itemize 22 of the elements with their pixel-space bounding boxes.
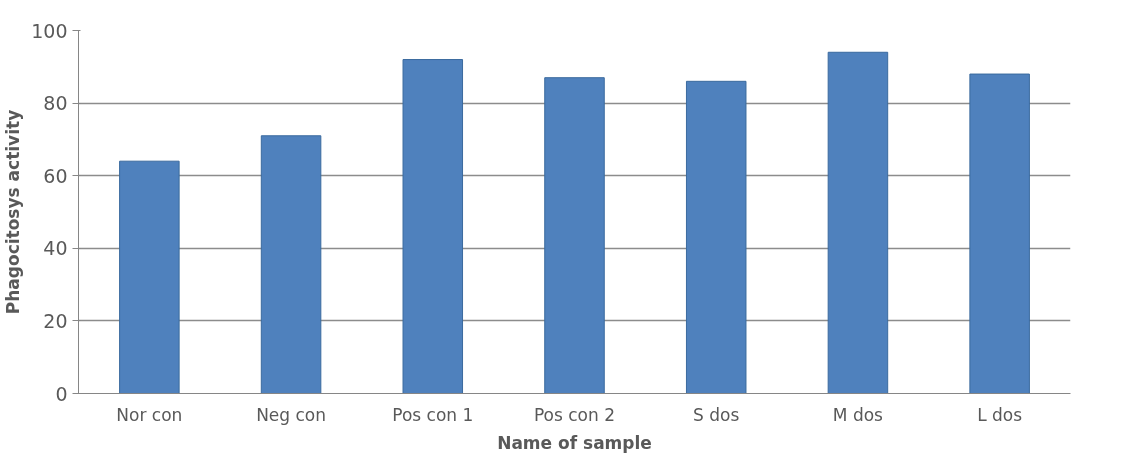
y-tick-label: 100 [31,19,68,42]
y-axis-title: Phagocitosys activity [3,109,24,315]
y-tick-label: 80 [43,92,68,115]
y-tick-label: 20 [43,309,68,332]
bar [402,59,464,394]
x-tick-label: S dos [693,404,740,425]
x-tick-label: Nor con [116,404,183,425]
y-tick-label: 0 [55,382,68,405]
bar [969,73,1030,394]
x-tick-label: Neg con [256,404,327,425]
y-tick-label: 60 [43,164,68,187]
bar [685,80,747,394]
bar [260,135,322,394]
x-axis-title: Name of sample [497,432,652,453]
y-tick-label: 40 [43,237,68,260]
bar [544,77,605,394]
bar [827,51,889,394]
bar [119,160,180,394]
x-tick-label: Pos con 1 [392,404,474,425]
x-tick-label: M dos [832,404,884,425]
x-tick-label: Pos con 2 [533,404,616,425]
x-tick-label: L dos [977,404,1023,425]
